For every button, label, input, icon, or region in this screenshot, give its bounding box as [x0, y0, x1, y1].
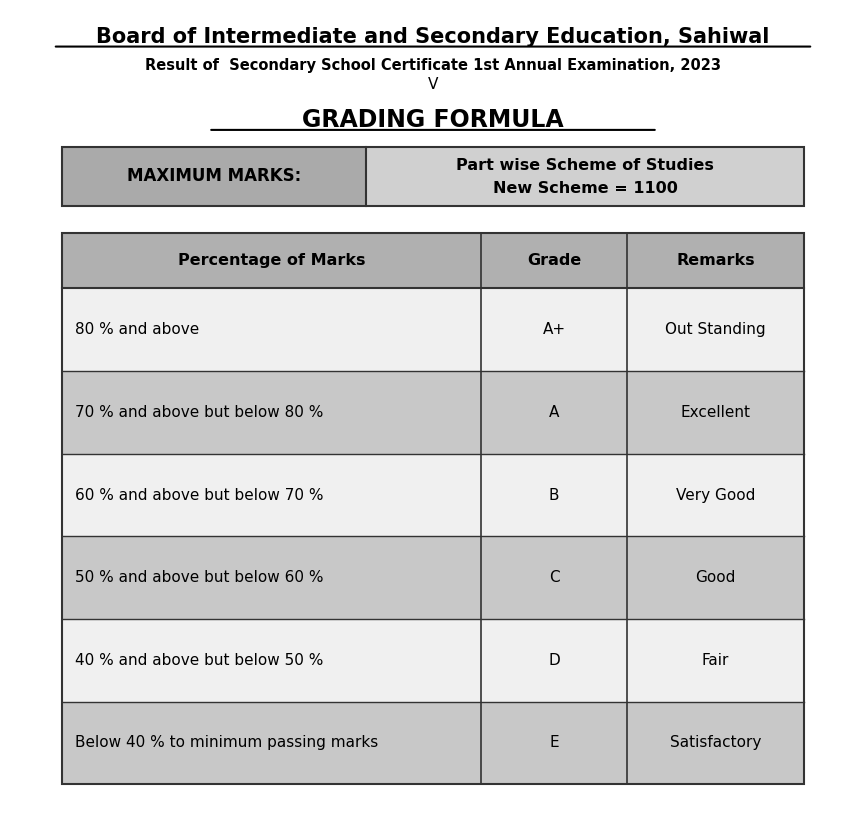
Text: Percentage of Marks: Percentage of Marks	[178, 253, 365, 268]
Text: E: E	[549, 735, 559, 751]
Text: Good: Good	[695, 570, 736, 585]
Bar	[61, 371, 805, 453]
Text: Remarks: Remarks	[676, 253, 755, 268]
Text: 60 % and above but below 70 %: 60 % and above but below 70 %	[74, 488, 323, 502]
Text: Very Good: Very Good	[676, 488, 755, 502]
Text: New Scheme = 1100: New Scheme = 1100	[493, 181, 678, 196]
Text: V: V	[428, 78, 438, 92]
Text: A: A	[549, 405, 559, 420]
Text: Fair: Fair	[702, 653, 729, 667]
Bar	[61, 619, 805, 702]
Bar	[61, 147, 366, 206]
Text: Below 40 % to minimum passing marks: Below 40 % to minimum passing marks	[74, 735, 378, 751]
Text: C: C	[549, 570, 559, 585]
Text: 40 % and above but below 50 %: 40 % and above but below 50 %	[74, 653, 323, 667]
Text: 80 % and above: 80 % and above	[74, 322, 199, 337]
Text: D: D	[548, 653, 560, 667]
Text: 70 % and above but below 80 %: 70 % and above but below 80 %	[74, 405, 323, 420]
Text: B: B	[549, 488, 559, 502]
Text: A+: A+	[543, 322, 565, 337]
Bar	[61, 453, 805, 537]
Bar	[61, 233, 805, 784]
Bar	[61, 233, 805, 288]
Bar	[61, 147, 805, 206]
Bar	[61, 537, 805, 619]
Text: GRADING FORMULA: GRADING FORMULA	[302, 108, 564, 132]
Text: Grade: Grade	[527, 253, 581, 268]
Bar	[366, 147, 805, 206]
Text: Part wise Scheme of Studies: Part wise Scheme of Studies	[456, 158, 714, 173]
Text: Result of  Secondary School Certificate 1st Annual Examination, 2023: Result of Secondary School Certificate 1…	[145, 58, 721, 73]
Text: Board of Intermediate and Secondary Education, Sahiwal: Board of Intermediate and Secondary Educ…	[96, 27, 770, 47]
Text: Out Standing: Out Standing	[665, 322, 766, 337]
Bar	[61, 288, 805, 371]
Text: 50 % and above but below 60 %: 50 % and above but below 60 %	[74, 570, 323, 585]
Text: MAXIMUM MARKS:: MAXIMUM MARKS:	[126, 167, 301, 185]
Text: Satisfactory: Satisfactory	[670, 735, 761, 751]
Text: Excellent: Excellent	[681, 405, 751, 420]
Bar	[61, 702, 805, 784]
